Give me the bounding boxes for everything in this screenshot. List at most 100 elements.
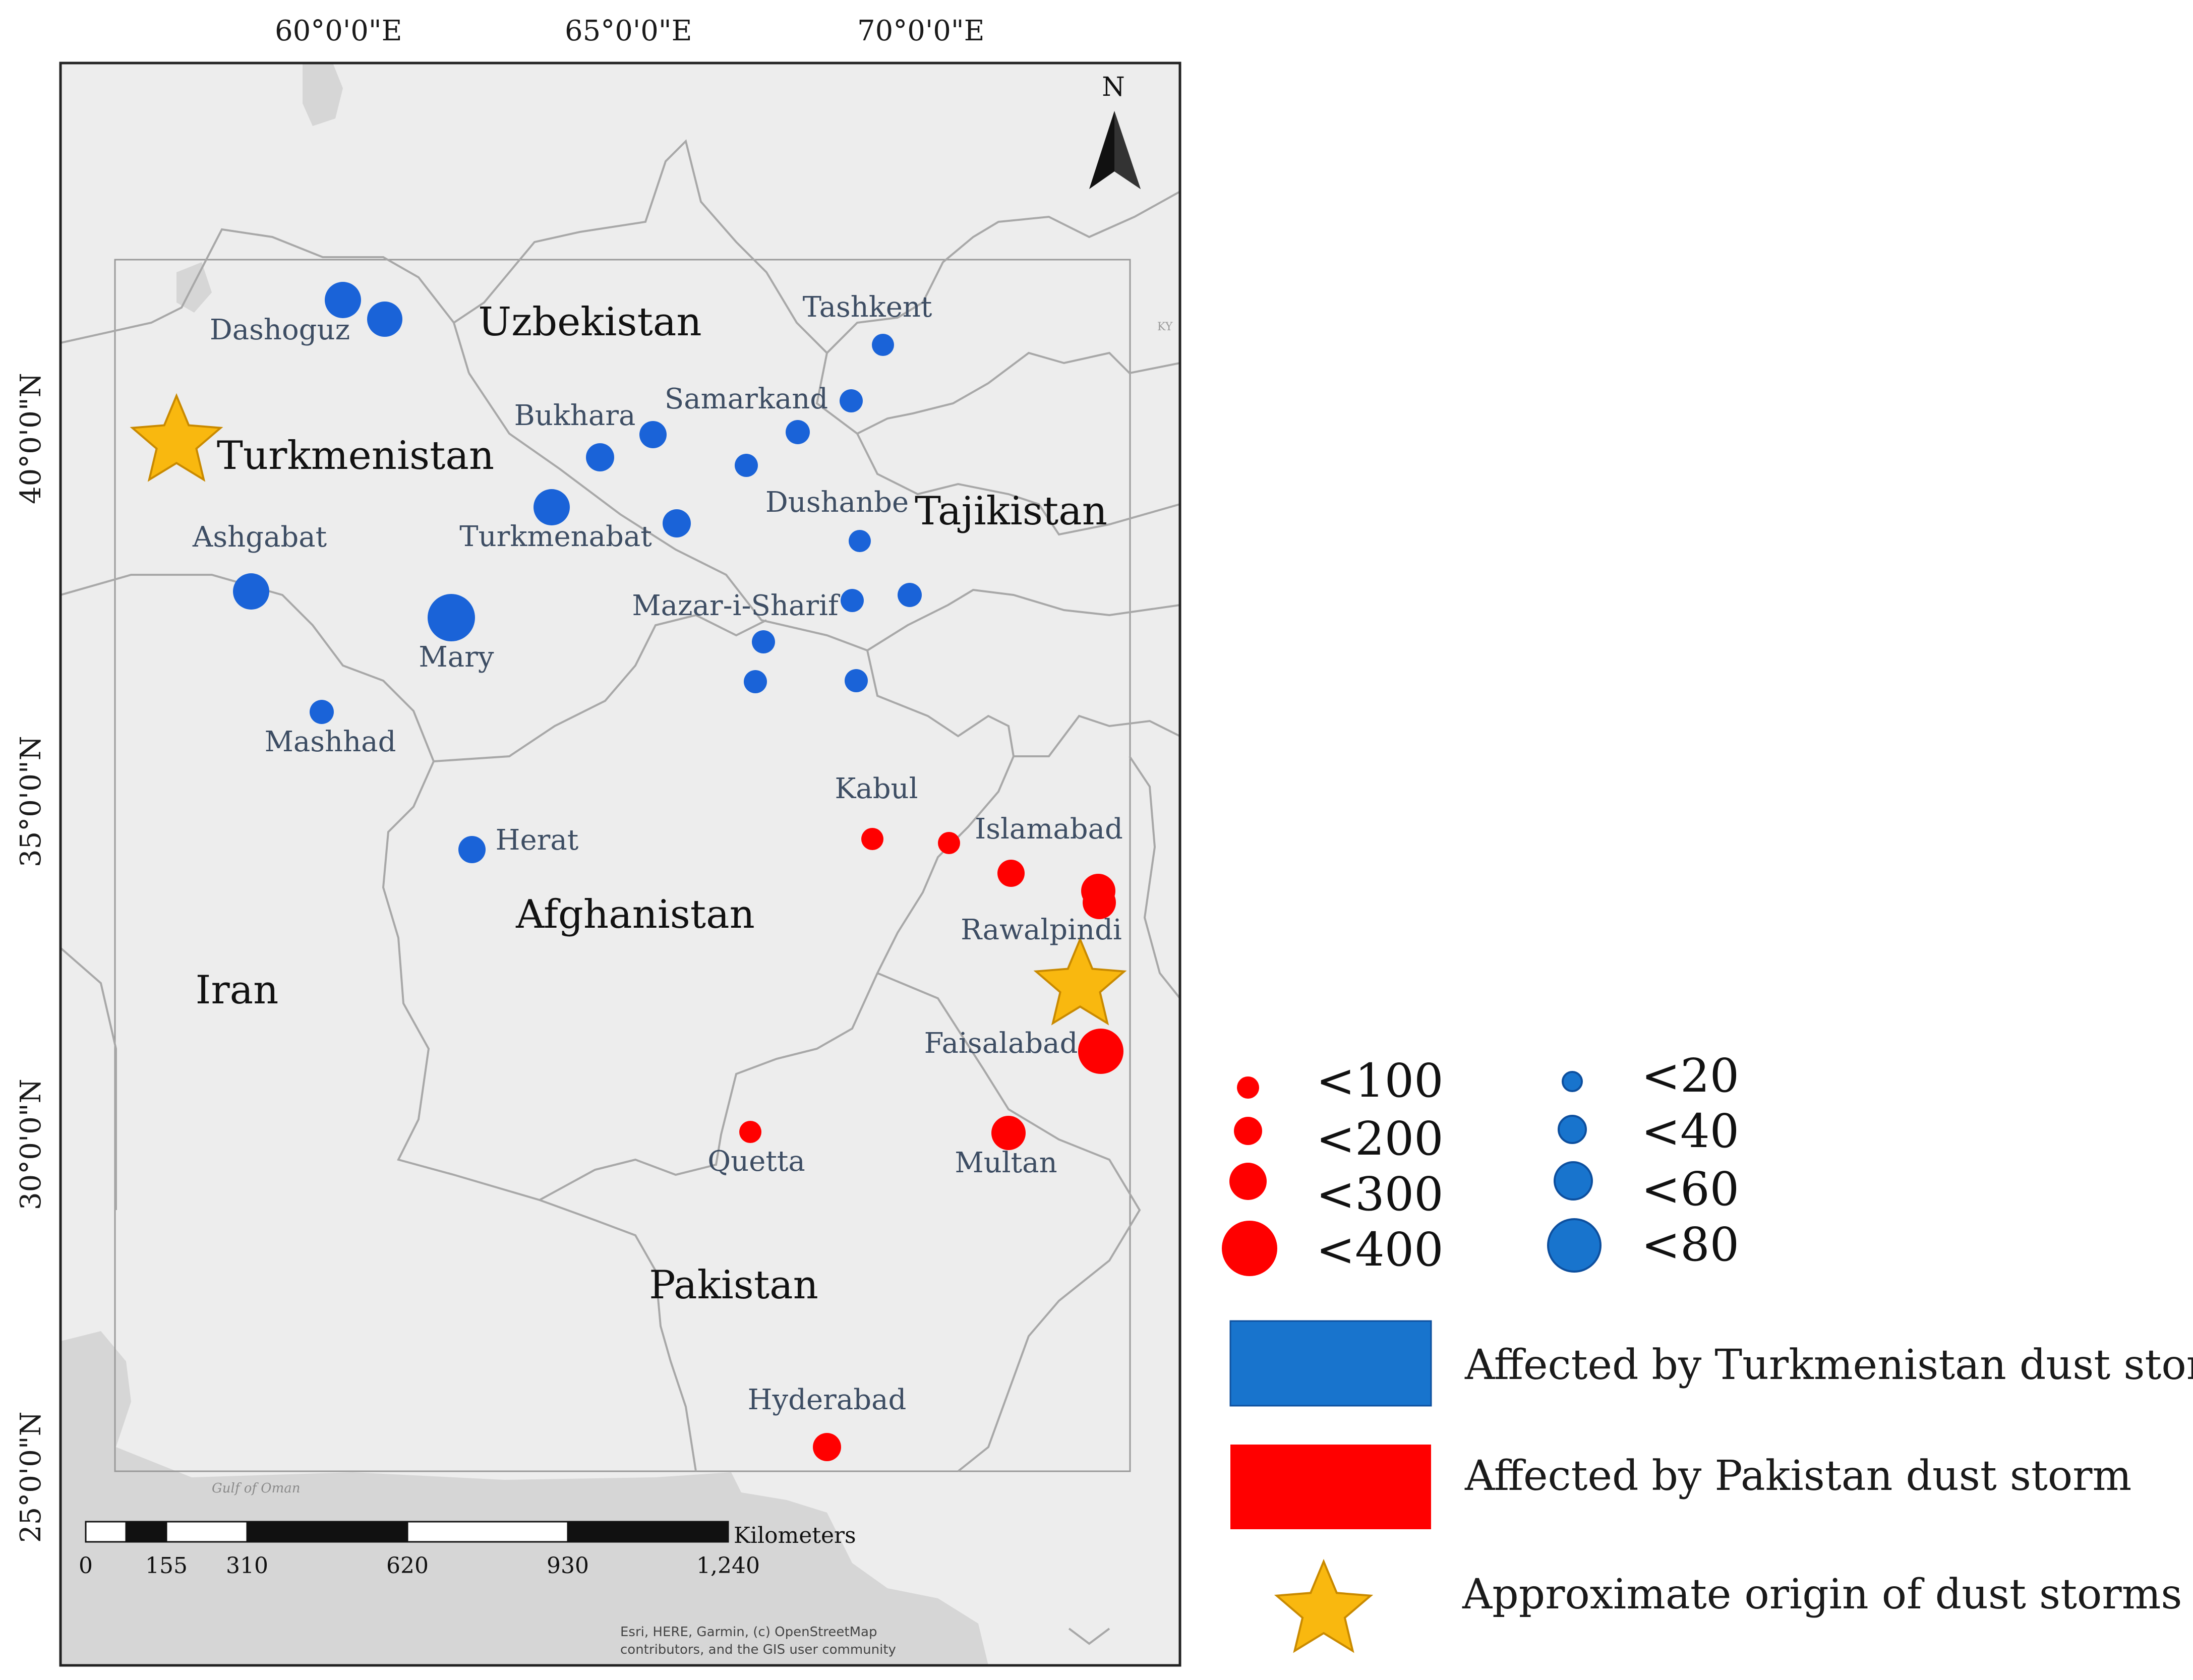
legend-turkmenistan-label: Affected by Turkmenistan dust storm	[1464, 1341, 2193, 1389]
blue-marker-6	[586, 443, 614, 471]
blue-marker-12	[841, 589, 864, 612]
legend-blue-label-40: <40	[1641, 1104, 1739, 1158]
city-label-kabul: Kabul	[835, 772, 918, 805]
city-label-bukhara: Bukhara	[514, 399, 636, 432]
sea-label: Gulf of Oman	[212, 1481, 300, 1496]
city-label-turkmenabat: Turkmenabat	[459, 520, 652, 553]
map-frame	[60, 63, 1181, 1665]
legend-red-label-400: <400	[1316, 1223, 1444, 1277]
legend-red-circle-200	[1234, 1117, 1262, 1145]
city-label-herat: Herat	[496, 824, 579, 857]
credit-line-2: contributors, and the GIS user community	[620, 1642, 896, 1657]
origin-star-icon-0	[130, 393, 223, 482]
country-label-tajikistan: Tajikistan	[915, 489, 1107, 534]
blue-marker-3	[840, 389, 863, 412]
blue-marker-11	[233, 573, 269, 610]
blue-marker-18	[310, 700, 334, 724]
legend-blue-circle-40	[1558, 1115, 1587, 1144]
country-labels: Uzbekistan Turkmenistan Tajikistan Afghanis…	[196, 299, 1107, 1308]
blue-marker-0	[325, 282, 361, 318]
map-border	[59, 62, 1181, 1667]
red-marker-6	[739, 1121, 761, 1143]
city-label-rawalpindi: Rawalpindi	[961, 914, 1122, 946]
lake	[303, 63, 343, 126]
city-label-mazar-i-sharif: Mazar-i-Sharif	[632, 589, 841, 622]
legend-star-icon	[1274, 1558, 1374, 1653]
red-marker-4	[1083, 886, 1116, 919]
blue-marker-8	[534, 489, 570, 525]
north-arrow: N	[1089, 72, 1141, 189]
scale-unit: Kilometers	[734, 1523, 856, 1548]
lon-label-65: 65°0'0"E	[565, 15, 692, 47]
kyrgyz-partial-label: KY	[1157, 321, 1173, 333]
lat-label-40: 40°0'0"N	[15, 373, 47, 504]
lat-label-35: 35°0'0"N	[15, 736, 47, 867]
lon-label-60: 60°0'0"E	[275, 15, 402, 47]
city-label-faisalabad: Faisalabad	[924, 1027, 1078, 1060]
red-marker-1	[938, 832, 960, 854]
city-labels: Dashoguz Tashkent Bukhara Samarkand Turkmena…	[192, 291, 1123, 1416]
blue-markers	[233, 282, 922, 863]
red-marker-5	[1078, 1029, 1123, 1074]
city-label-islamabad: Islamabad	[975, 813, 1123, 846]
legend-red-label-100: <100	[1316, 1054, 1444, 1108]
scale-bar: 0 155 310 620 930 1,240 Kilometers	[79, 1521, 856, 1579]
city-label-mary: Mary	[419, 641, 494, 674]
blue-marker-2	[872, 334, 894, 356]
origin-stars	[130, 393, 1127, 1026]
blue-marker-16	[744, 670, 767, 693]
legend-red-circle-300	[1229, 1163, 1267, 1200]
legend-pakistan-label: Affected by Pakistan dust storm	[1464, 1452, 2131, 1500]
lat-label-25: 25°0'0"N	[15, 1411, 47, 1543]
country-label-afghanistan: Afghanistan	[515, 892, 755, 937]
blue-marker-4	[786, 420, 810, 444]
legend-red-label-200: <200	[1316, 1112, 1444, 1166]
city-label-multan: Multan	[955, 1147, 1057, 1179]
blue-marker-14	[428, 594, 475, 641]
scale-tick-930: 930	[547, 1553, 589, 1579]
blue-marker-1	[367, 302, 402, 337]
legend-blue-sizes: <20 <40 <60 <80	[1547, 1049, 1739, 1273]
blue-marker-10	[849, 530, 871, 552]
city-label-mashhad: Mashhad	[265, 726, 396, 758]
map-credit: Esri, HERE, Garmin, (c) OpenStreetMap co…	[620, 1625, 896, 1657]
country-label-iran: Iran	[196, 968, 279, 1013]
blue-marker-9	[663, 509, 691, 537]
red-markers	[739, 828, 1123, 1461]
legend-red-sizes: <100 <200 <300 <400	[1222, 1054, 1444, 1277]
legend-red-circle-100	[1237, 1076, 1259, 1099]
origin-star-icon-1	[1033, 936, 1127, 1026]
red-marker-7	[991, 1116, 1026, 1150]
legend-blue-circle-60	[1554, 1161, 1593, 1201]
city-label-samarkand: Samarkand	[665, 383, 828, 415]
red-marker-0	[861, 828, 883, 850]
legend-red-circle-400	[1222, 1221, 1277, 1276]
city-label-tashkent: Tashkent	[803, 291, 932, 324]
credit-line-1: Esri, HERE, Garmin, (c) OpenStreetMap	[620, 1625, 877, 1640]
legend-blue-swatch	[1229, 1320, 1432, 1407]
red-marker-2	[997, 860, 1025, 887]
scale-tick-620: 620	[386, 1553, 429, 1579]
latitude-labels: 40°0'0"N 35°0'0"N 30°0'0"N 25°0'0"N	[15, 373, 47, 1543]
blue-marker-7	[735, 454, 758, 477]
legend-red-swatch	[1230, 1445, 1431, 1529]
blue-marker-19	[458, 836, 486, 863]
study-area-box	[114, 259, 1131, 1472]
country-borders	[60, 139, 1181, 1645]
lon-label-70: 70°0'0"E	[857, 15, 985, 47]
scale-tick-155: 155	[145, 1553, 188, 1579]
city-label-hyderabad: Hyderabad	[748, 1384, 907, 1416]
country-label-turkmenistan: Turkmenistan	[217, 433, 494, 478]
blue-marker-13	[898, 583, 922, 607]
legend-red-label-300: <300	[1316, 1167, 1444, 1221]
legend-blue-label-60: <60	[1641, 1162, 1739, 1216]
legend-blue-label-20: <20	[1641, 1049, 1739, 1103]
red-marker-8	[813, 1433, 841, 1461]
city-label-dushanbe: Dushanbe	[765, 486, 909, 519]
scale-tick-0: 0	[79, 1553, 93, 1579]
map-land	[61, 63, 1180, 1665]
city-label-dashoguz: Dashoguz	[210, 314, 350, 346]
city-label-quetta: Quetta	[707, 1145, 805, 1178]
legend-blue-circle-20	[1562, 1071, 1583, 1092]
legend: <100 <200 <300 <400 <20 <40 <60 <80 Affe…	[1222, 1049, 2193, 1653]
